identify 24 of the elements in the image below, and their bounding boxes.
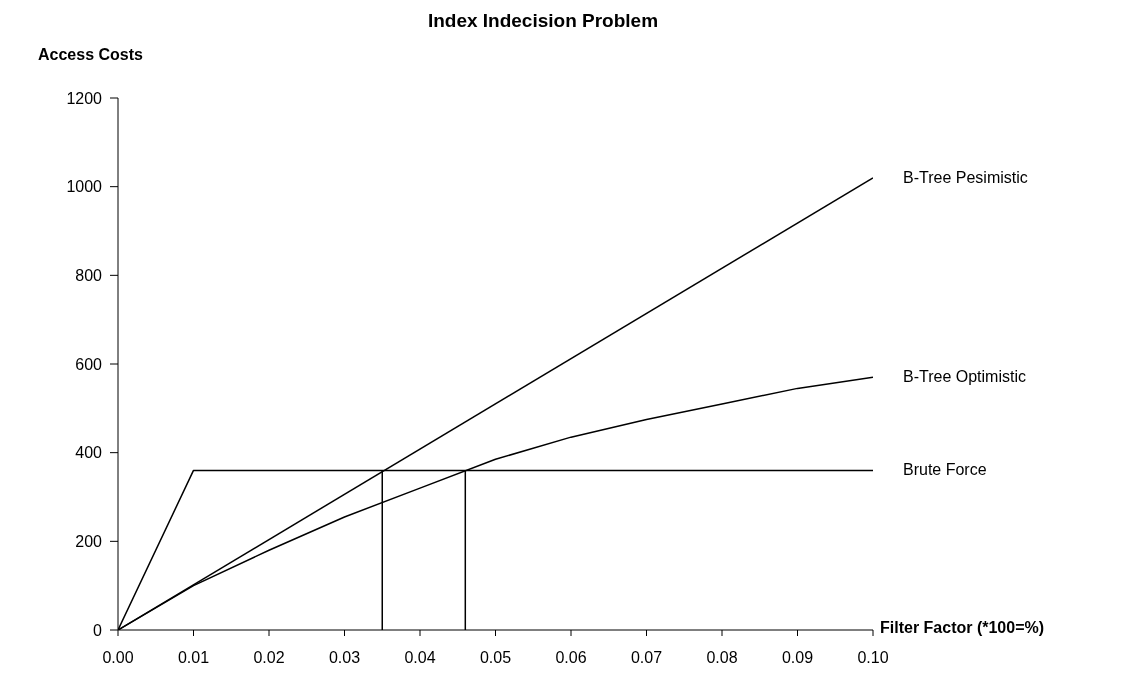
y-tick-label: 1000 [66, 178, 103, 196]
y-tick-label: 600 [75, 355, 103, 373]
chart-title: Index Indecision Problem [426, 10, 660, 32]
x-tick-label: 0.03 [328, 649, 361, 667]
series-label: B-Tree Optimistic [903, 368, 1026, 386]
x-tick-label: 0.10 [857, 649, 889, 667]
x-axis-title: Filter Factor (*100=%) [880, 619, 1045, 637]
series-label: Brute Force [903, 461, 987, 479]
x-tick-label: 0.06 [555, 649, 587, 667]
y-tick-label: 1200 [66, 89, 103, 107]
y-tick-label: 400 [75, 444, 103, 462]
series-label: B-Tree Pesimistic [903, 168, 1028, 186]
y-tick-label: 0 [93, 621, 103, 639]
x-tick-label: 0.04 [404, 649, 436, 667]
x-tick-label: 0.08 [706, 649, 738, 667]
x-tick-label: 0.05 [479, 649, 512, 667]
x-tick-label: 0.00 [102, 649, 134, 667]
y-axis-title: Access Costs [38, 46, 143, 64]
x-tick-label: 0.02 [253, 649, 285, 667]
y-tick-label: 200 [75, 533, 103, 551]
x-tick-label: 0.01 [177, 649, 210, 667]
x-tick-label: 0.09 [781, 649, 814, 667]
x-tick-label: 0.07 [630, 649, 663, 667]
y-tick-label: 800 [75, 267, 103, 285]
